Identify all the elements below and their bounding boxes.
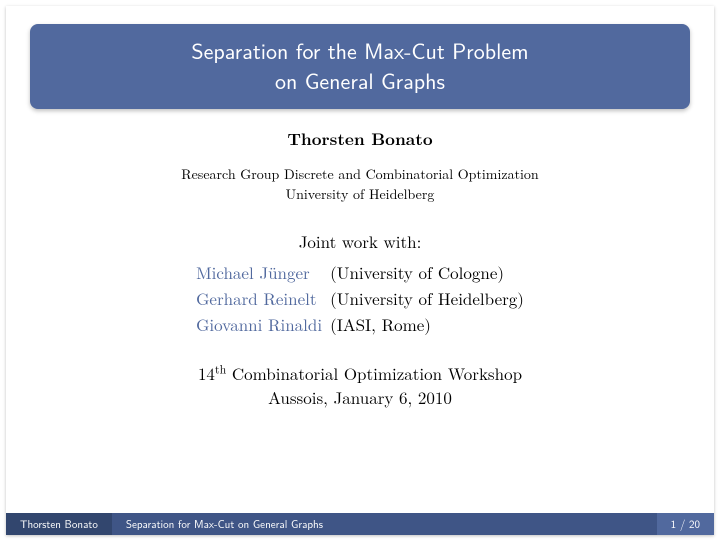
footer-page: 1 / 20 <box>657 513 714 535</box>
collaborator-row: Michael Jünger (University of Cologne) <box>192 259 528 285</box>
footer-author: Thorsten Bonato <box>6 513 112 535</box>
author-name: Thorsten Bonato <box>66 127 654 151</box>
collaborators-table: Michael Jünger (University of Cologne) G… <box>192 259 528 337</box>
footer-title: Separation for Max-Cut on General Graphs <box>112 513 657 535</box>
slide-frame: Separation for the Max-Cut Problem on Ge… <box>6 6 714 535</box>
affiliation-line-1: Research Group Discrete and Combinatoria… <box>66 165 654 185</box>
event-ordinal: 14 <box>198 361 215 385</box>
slide-body: Thorsten Bonato Research Group Discrete … <box>6 113 714 513</box>
event-ordinal-suffix: th <box>215 361 226 377</box>
event-location: Aussois, January 6, 2010 <box>66 385 654 410</box>
title-wrap: Separation for the Max-Cut Problem on Ge… <box>6 6 714 113</box>
collaborator-name: Giovanni Rinaldi <box>192 311 326 337</box>
collaborator-row: Gerhard Reinelt (University of Heidelber… <box>192 285 528 311</box>
collaborator-name: Gerhard Reinelt <box>192 285 326 311</box>
affiliation: Research Group Discrete and Combinatoria… <box>66 165 654 204</box>
collaborator-row: Giovanni Rinaldi (IASI, Rome) <box>192 311 528 337</box>
collaborator-inst: (University of Cologne) <box>326 259 528 285</box>
event-title: 14th Combinatorial Optimization Workshop <box>66 361 654 386</box>
event-name: Combinatorial Optimization Workshop <box>226 361 522 385</box>
collaborator-inst: (University of Heidelberg) <box>326 285 528 311</box>
title-line-2: on General Graphs <box>50 66 670 96</box>
collaborator-inst: (IASI, Rome) <box>326 311 528 337</box>
collaborator-name: Michael Jünger <box>192 259 326 285</box>
title-box: Separation for the Max-Cut Problem on Ge… <box>30 24 690 109</box>
title-line-1: Separation for the Max-Cut Problem <box>50 36 670 66</box>
event-block: 14th Combinatorial Optimization Workshop… <box>66 361 654 410</box>
joint-work-label: Joint work with: <box>66 229 654 253</box>
footer-bar: Thorsten Bonato Separation for Max-Cut o… <box>6 513 714 535</box>
affiliation-line-2: University of Heidelberg <box>66 185 654 205</box>
